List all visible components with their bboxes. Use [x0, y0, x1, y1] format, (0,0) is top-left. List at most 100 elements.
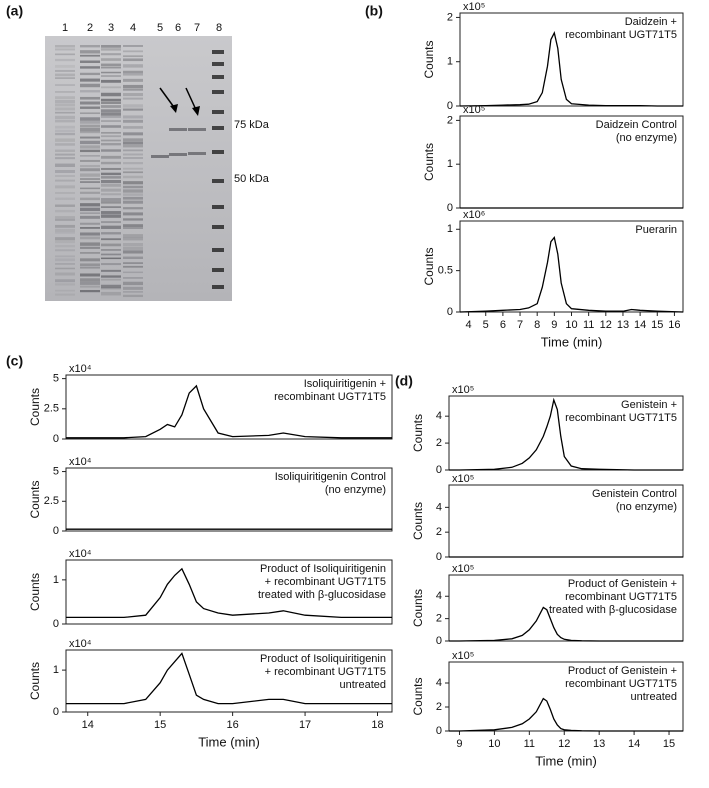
lane-label: 1 — [62, 22, 68, 34]
gel-band — [101, 275, 121, 278]
y-axis-label: Counts — [411, 502, 425, 540]
y-tick-label: 0 — [53, 618, 59, 630]
gel-band — [123, 104, 143, 108]
y-tick-label: 2.5 — [44, 495, 59, 507]
trace-annotation: recombinant UGT71T5 — [565, 678, 677, 690]
gel-band — [55, 249, 75, 252]
gel-band — [55, 91, 75, 93]
multiplier: x10⁵ — [463, 104, 485, 116]
ladder-band — [212, 248, 224, 252]
gel-band — [123, 271, 143, 274]
gel-band — [123, 286, 143, 290]
gel-band — [101, 125, 121, 128]
gel-band — [55, 99, 75, 104]
gel-band — [101, 109, 121, 113]
gel-band — [55, 143, 75, 146]
gel-band — [101, 79, 121, 83]
trace-annotation: untreated — [631, 691, 677, 703]
gel-band — [80, 90, 100, 93]
y-tick-label: 4 — [436, 590, 442, 602]
gel-band — [123, 246, 143, 250]
gel-band — [80, 140, 100, 145]
x-tick-label: 16 — [668, 319, 680, 331]
x-tick-label: 9 — [456, 738, 462, 750]
gel-band — [80, 222, 100, 225]
trace-annotation: recombinant UGT71T5 — [565, 29, 677, 41]
multiplier: x10⁵ — [463, 1, 485, 13]
trace-annotation: recombinant UGT71T5 — [565, 412, 677, 424]
multiplier: x10⁵ — [452, 473, 474, 485]
trace — [459, 236, 684, 313]
gel-band — [55, 204, 75, 207]
gel-band — [80, 285, 100, 288]
arrow-head — [170, 104, 178, 113]
y-tick-label: 2.5 — [44, 403, 59, 415]
x-tick-label: 13 — [593, 738, 605, 750]
x-tick-label: 15 — [651, 319, 663, 331]
gel-band — [123, 212, 143, 216]
gel-band — [55, 283, 75, 286]
gel-band — [55, 73, 75, 77]
gel-band — [80, 281, 100, 285]
trace-annotation: Product of Isoliquiritigenin — [260, 653, 386, 665]
ladder-band — [212, 110, 224, 114]
gel-band — [55, 53, 75, 56]
marker-label: 75 kDa — [234, 119, 270, 131]
ladder-band — [212, 50, 224, 54]
panel-label: (a) — [6, 3, 23, 19]
gel-band — [55, 258, 75, 262]
gel-band — [101, 249, 121, 251]
gel-band — [123, 115, 143, 119]
y-tick-label: 5 — [53, 465, 59, 477]
gel-band — [123, 291, 143, 293]
gel-band — [101, 206, 121, 208]
plot-frame — [65, 649, 393, 713]
ladder-band — [212, 225, 224, 229]
gel-band — [123, 64, 143, 68]
y-axis-label: Counts — [411, 677, 425, 715]
plot-frame — [459, 12, 684, 107]
trace — [66, 384, 392, 439]
gel-band — [80, 246, 100, 249]
gel-band — [80, 273, 100, 277]
gel-band — [55, 170, 75, 173]
multiplier: x10⁴ — [69, 638, 92, 650]
gel-band — [101, 232, 121, 235]
y-axis-label: Counts — [411, 414, 425, 452]
gel-band — [55, 185, 75, 189]
x-tick-label: 11 — [524, 738, 535, 750]
trace-annotation: Isoliquiritigenin + — [304, 378, 386, 390]
gel-band — [80, 106, 100, 109]
gel-band — [101, 263, 121, 266]
gel-band — [55, 192, 75, 194]
y-tick-label: 2 — [436, 701, 442, 713]
lane-label: 6 — [175, 22, 181, 34]
ladder-band — [212, 205, 224, 209]
x-tick-label: 14 — [628, 738, 640, 750]
gel-band — [55, 129, 75, 133]
plot-frame — [448, 395, 684, 471]
gel-band — [55, 153, 75, 156]
gel-band — [123, 144, 143, 148]
gel-band — [55, 69, 75, 72]
y-tick-label: 1 — [53, 664, 59, 676]
trace-annotation: treated with β-glucosidase — [549, 604, 677, 616]
gel-band — [80, 232, 100, 236]
gel-band — [80, 164, 100, 168]
gel-band — [123, 181, 143, 185]
gel-band — [80, 258, 100, 262]
gel-band — [80, 145, 100, 149]
gel-band — [123, 167, 143, 170]
y-axis-label: Counts — [422, 143, 436, 181]
trace — [66, 567, 392, 619]
trace — [449, 606, 683, 642]
gel-band — [55, 232, 75, 234]
y-tick-label: 2 — [436, 437, 442, 449]
gel-band — [169, 128, 187, 131]
gel-band — [80, 181, 100, 183]
x-axis-label: Time (min) — [541, 334, 603, 349]
y-axis-label: Counts — [422, 247, 436, 285]
gel-band — [123, 141, 143, 145]
x-tick-label: 17 — [299, 719, 311, 731]
gel-band — [80, 203, 100, 207]
